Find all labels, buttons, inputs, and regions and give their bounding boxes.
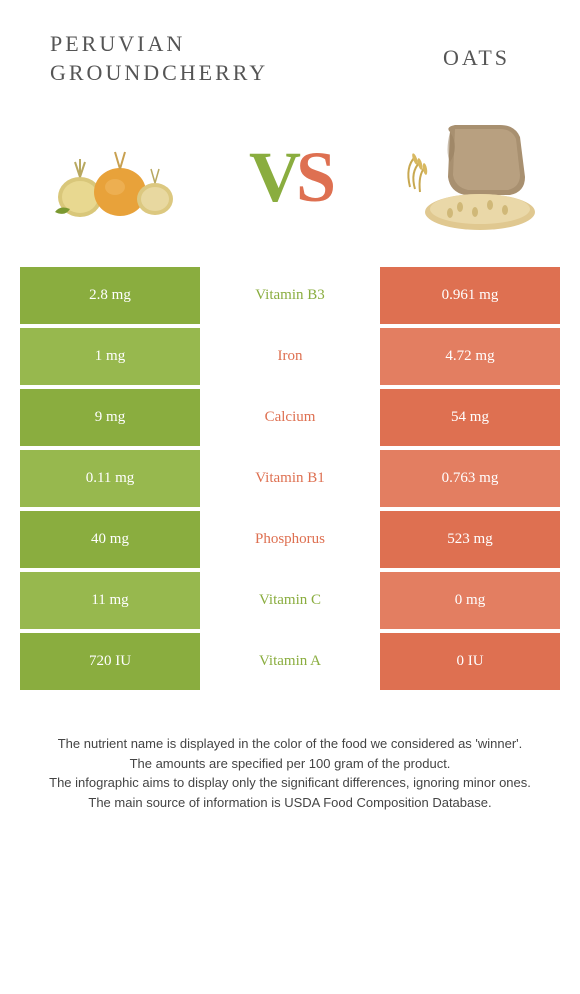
value-right: 0 IU — [380, 633, 560, 690]
value-left: 2.8 mg — [20, 267, 200, 324]
footer-line: The amounts are specified per 100 gram o… — [30, 754, 550, 774]
header: PERUVIANGROUNDCHERRY OATS — [0, 0, 580, 97]
footer-line: The nutrient name is displayed in the co… — [30, 734, 550, 754]
nutrient-name: Vitamin B3 — [200, 267, 380, 324]
table-row: 40 mgPhosphorus523 mg — [20, 511, 560, 568]
comparison-table: 2.8 mgVitamin B30.961 mg1 mgIron4.72 mg9… — [20, 267, 560, 690]
footer-notes: The nutrient name is displayed in the co… — [0, 694, 580, 812]
value-left: 1 mg — [20, 328, 200, 385]
food-image-left — [40, 117, 190, 237]
value-right: 0.961 mg — [380, 267, 560, 324]
table-row: 11 mgVitamin C0 mg — [20, 572, 560, 629]
footer-line: The main source of information is USDA F… — [30, 793, 550, 813]
table-row: 1 mgIron4.72 mg — [20, 328, 560, 385]
value-right: 0.763 mg — [380, 450, 560, 507]
table-row: 720 IUVitamin A0 IU — [20, 633, 560, 690]
nutrient-name: Phosphorus — [200, 511, 380, 568]
vs-s: S — [296, 137, 331, 217]
value-left: 720 IU — [20, 633, 200, 690]
nutrient-name: Vitamin A — [200, 633, 380, 690]
value-right: 4.72 mg — [380, 328, 560, 385]
value-left: 0.11 mg — [20, 450, 200, 507]
value-left: 9 mg — [20, 389, 200, 446]
food-title-right: OATS — [280, 44, 540, 73]
table-row: 2.8 mgVitamin B30.961 mg — [20, 267, 560, 324]
images-row: VS — [0, 97, 580, 267]
vs-v: V — [249, 137, 296, 217]
value-left: 40 mg — [20, 511, 200, 568]
vs-label: VS — [249, 136, 331, 219]
value-right: 523 mg — [380, 511, 560, 568]
food-image-right — [390, 117, 540, 237]
value-left: 11 mg — [20, 572, 200, 629]
value-right: 0 mg — [380, 572, 560, 629]
nutrient-name: Iron — [200, 328, 380, 385]
value-right: 54 mg — [380, 389, 560, 446]
table-row: 9 mgCalcium54 mg — [20, 389, 560, 446]
table-row: 0.11 mgVitamin B10.763 mg — [20, 450, 560, 507]
food-title-left: PERUVIANGROUNDCHERRY — [40, 30, 280, 87]
nutrient-name: Vitamin B1 — [200, 450, 380, 507]
nutrient-name: Vitamin C — [200, 572, 380, 629]
nutrient-name: Calcium — [200, 389, 380, 446]
footer-line: The infographic aims to display only the… — [30, 773, 550, 793]
